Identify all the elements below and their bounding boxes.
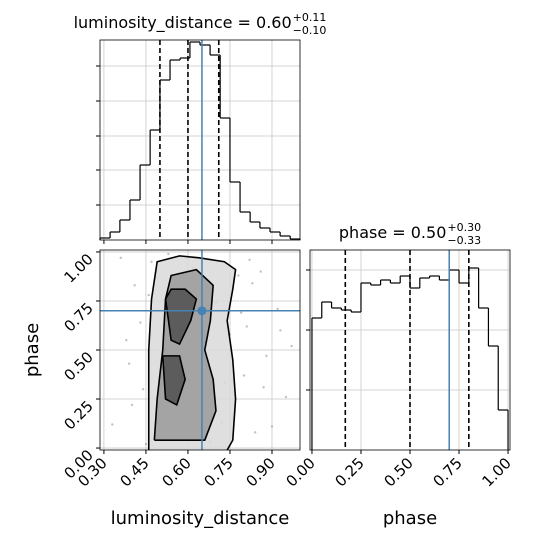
sample-point [125,338,128,342]
sample-point [279,329,282,332]
x-tick-label: 0.25 [331,454,367,490]
x-axis-label: phase [383,508,437,529]
hist-connector [99,42,301,240]
title-upper: +0.11 [293,11,327,24]
sample-point [119,256,122,260]
y-tick-label: 0.25 [60,397,96,433]
sample-point [265,354,268,358]
y-tick-label: 0.50 [60,348,96,384]
contour-line [164,288,198,346]
sample-point [150,260,153,263]
x-tick-label: 0.45 [116,454,152,490]
sample-point [290,344,293,348]
axes-frame [99,249,301,451]
sample-point [237,274,240,277]
sample-point [239,311,243,314]
x-tick-label: 0.60 [158,454,194,490]
axes-frame [309,249,511,451]
y-tick-label: 0.75 [60,299,96,335]
sample-point [248,258,251,262]
sample-point [242,374,246,377]
sample-point [147,293,150,297]
sample-point [253,431,257,434]
title-lower: −0.33 [447,234,481,247]
x-tick-label: 0.75 [200,454,236,490]
x-tick-label: 1.00 [479,454,515,490]
sample-point [144,442,148,446]
x-tick-label: 0.90 [242,454,278,490]
x-tick-label: 0.00 [282,454,318,490]
sample-point [141,388,145,391]
sample-point [284,395,288,399]
y-tick-label: 1.00 [60,250,96,286]
sample-point [270,425,274,428]
panel-title: luminosity_distance = 0.60 [74,13,292,33]
sample-point [127,362,131,365]
x-tick-label: 0.75 [429,454,465,490]
truth-marker [197,306,207,316]
sample-point [133,284,136,287]
title-upper: +0.30 [447,221,481,234]
sample-point [276,307,279,311]
sample-point [259,270,262,273]
panel-title: phase = 0.50 [339,223,446,242]
x-axis-label: luminosity_distance [111,508,290,529]
sample-point [130,403,134,407]
sample-point [251,282,254,285]
sample-point [111,423,114,426]
sample-point [262,386,265,389]
title-lower: −0.10 [293,24,327,37]
sample-point [139,321,142,324]
contour-line [161,355,186,407]
y-axis-label: phase [22,323,43,377]
axes-frame [99,39,301,241]
sample-point [245,325,248,328]
sample-point [167,252,170,256]
x-tick-label: 0.50 [380,454,416,490]
